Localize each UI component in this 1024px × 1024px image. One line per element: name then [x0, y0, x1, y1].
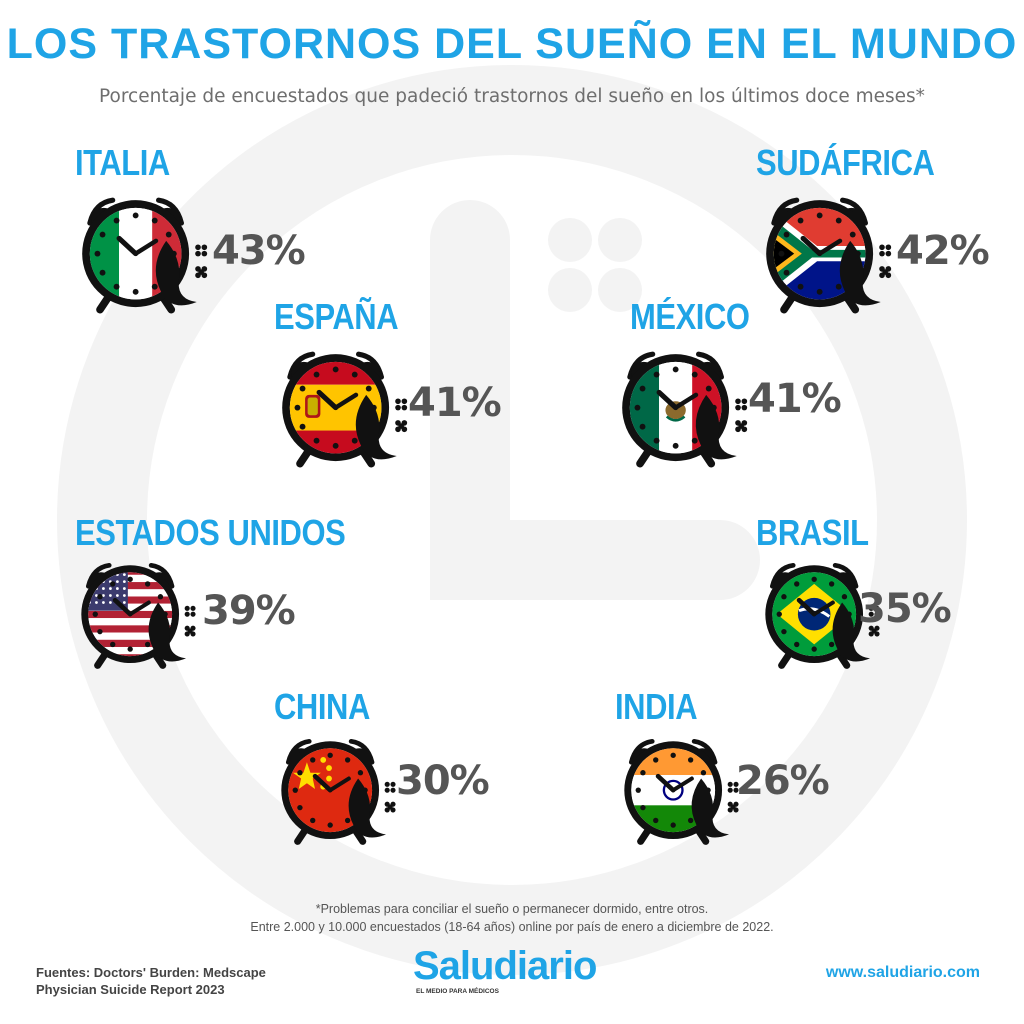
- page-title: LOS TRASTORNOS DEL SUEÑO EN EL MUNDO: [6, 20, 1018, 68]
- alarm-clock-italy-flag-icon: [82, 197, 208, 314]
- value-label: 43%: [212, 228, 306, 274]
- value-label: 30%: [396, 758, 490, 804]
- country-label: BRASIL: [756, 512, 869, 553]
- value-label: 42%: [896, 228, 990, 274]
- value-label: 35%: [858, 586, 952, 632]
- alarm-clock-india-flag-icon: [624, 738, 739, 845]
- alarm-clock-brazil-flag-icon: [765, 562, 880, 669]
- country-label: ESPAÑA: [274, 296, 399, 337]
- alarm-clock-usa-flag-icon: [81, 562, 196, 669]
- alarm-clock-china-flag-icon: [281, 738, 396, 845]
- footnote-line-2: Entre 2.000 y 10.000 encuestados (18-64 …: [250, 920, 774, 934]
- brand-tagline: EL MEDIO PARA MÉDICOS: [416, 988, 499, 995]
- alarm-clock-spain-flag-icon: [282, 351, 408, 468]
- sources-line-1: Fuentes: Doctors' Burden: Medscape: [36, 965, 266, 980]
- value-label: 41%: [408, 380, 502, 426]
- country-label: MÉXICO: [630, 296, 750, 337]
- country-label: ESTADOS UNIDOS: [75, 512, 346, 553]
- sources-line-2: Physician Suicide Report 2023: [36, 982, 225, 997]
- alarm-clock-south-africa-flag-icon: [766, 197, 892, 314]
- value-label: 41%: [748, 376, 842, 422]
- value-label: 26%: [736, 758, 830, 804]
- country-label: INDIA: [615, 686, 698, 727]
- value-label: 39%: [202, 588, 296, 634]
- footnote-line-1: *Problemas para conciliar el sueño o per…: [315, 902, 709, 916]
- country-label: SUDÁFRICA: [756, 142, 935, 183]
- country-label: CHINA: [274, 686, 370, 727]
- website-link[interactable]: www.saludiario.com: [825, 964, 980, 981]
- brand-logo[interactable]: Saludiario: [413, 944, 597, 988]
- alarm-clock-mexico-flag-icon: [622, 351, 748, 468]
- country-label: ITALIA: [75, 142, 170, 183]
- page-subtitle: Porcentaje de encuestados que padeció tr…: [99, 86, 925, 107]
- sources: Fuentes: Doctors' Burden: Medscape Physi…: [36, 964, 266, 998]
